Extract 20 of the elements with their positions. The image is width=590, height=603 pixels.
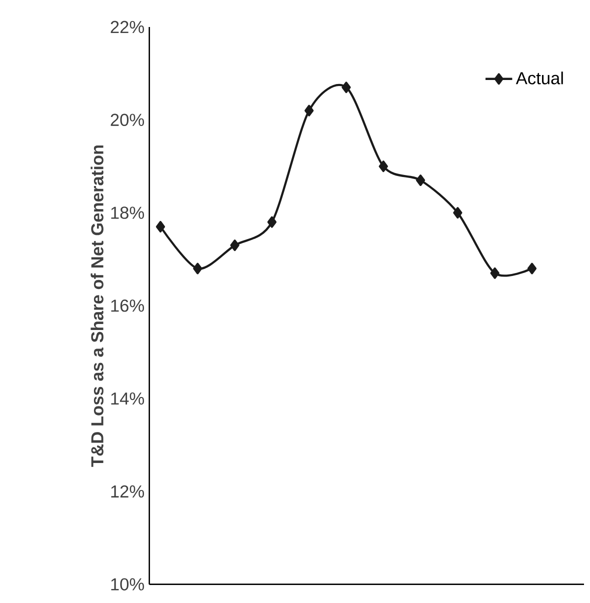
point	[230, 240, 240, 252]
point	[527, 262, 537, 274]
y-axis-title: T&D Loss as a Share of Net Generation	[90, 145, 104, 467]
legend-label: Actual	[516, 72, 563, 84]
y-tick-label: 10%	[111, 578, 144, 590]
y-tick-label: 20%	[110, 114, 144, 126]
y-tick-label: 22%	[110, 20, 144, 34]
y-tick-label: 18%	[111, 206, 144, 219]
y-tick-label: 16%	[111, 300, 144, 312]
point	[490, 267, 500, 279]
point	[416, 174, 426, 186]
y-tick-label: 12%	[111, 485, 144, 498]
point	[453, 207, 462, 219]
point	[342, 82, 351, 94]
point	[267, 216, 277, 228]
point	[378, 160, 388, 172]
point	[304, 104, 314, 116]
y-tick-label: 14%	[111, 392, 144, 405]
point	[156, 220, 166, 232]
point	[193, 262, 202, 274]
